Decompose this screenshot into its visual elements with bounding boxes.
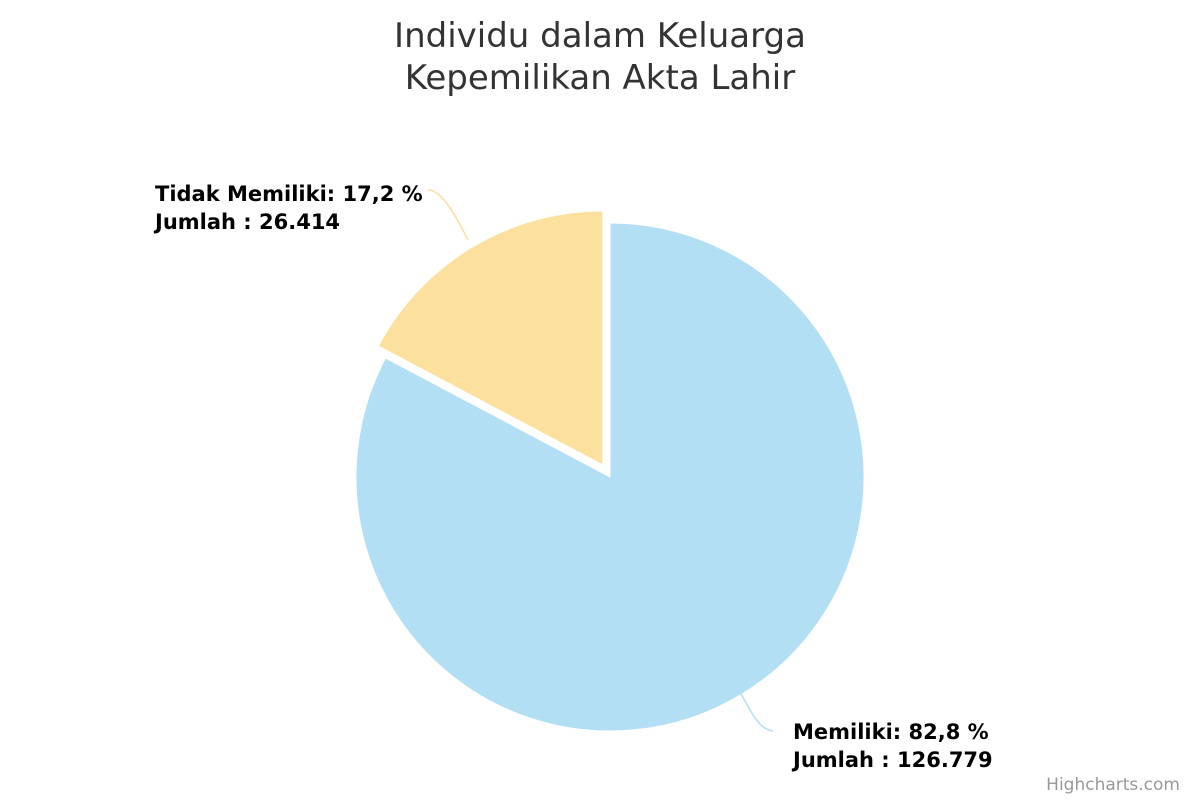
count-prefix-tidak-memiliki: Jumlah :: [153, 210, 259, 234]
count-prefix-memiliki: Jumlah :: [791, 748, 897, 772]
slice-count-tidak-memiliki: 26.414: [259, 210, 340, 234]
label-connectors: [427, 189, 774, 732]
pie-slices: [355, 210, 865, 732]
slice-percent-memiliki: 82,8 %: [909, 720, 989, 744]
chart-subtitle: Kepemilikan Akta Lahir: [405, 58, 795, 98]
credits-link[interactable]: Highcharts.com: [1046, 775, 1180, 795]
slice-percent-tidak-memiliki: 17,2 %: [343, 182, 423, 206]
data-label-memiliki: Memiliki: 82,8 % Jumlah : 126.779: [791, 720, 996, 772]
data-label-tidak-memiliki: Tidak Memiliki: 17,2 % Jumlah : 26.414: [153, 182, 430, 234]
slice-count-memiliki: 126.779: [897, 748, 993, 772]
slice-name-tidak-memiliki: Tidak Memiliki: [155, 182, 327, 206]
connector-memiliki: [740, 693, 774, 732]
slice-name-memiliki: Memiliki: [793, 720, 893, 744]
chart-title: Individu dalam Keluarga: [394, 16, 806, 56]
pie-slice-tidak-memiliki[interactable]: [377, 210, 604, 466]
connector-tidak-memiliki: [427, 189, 469, 241]
